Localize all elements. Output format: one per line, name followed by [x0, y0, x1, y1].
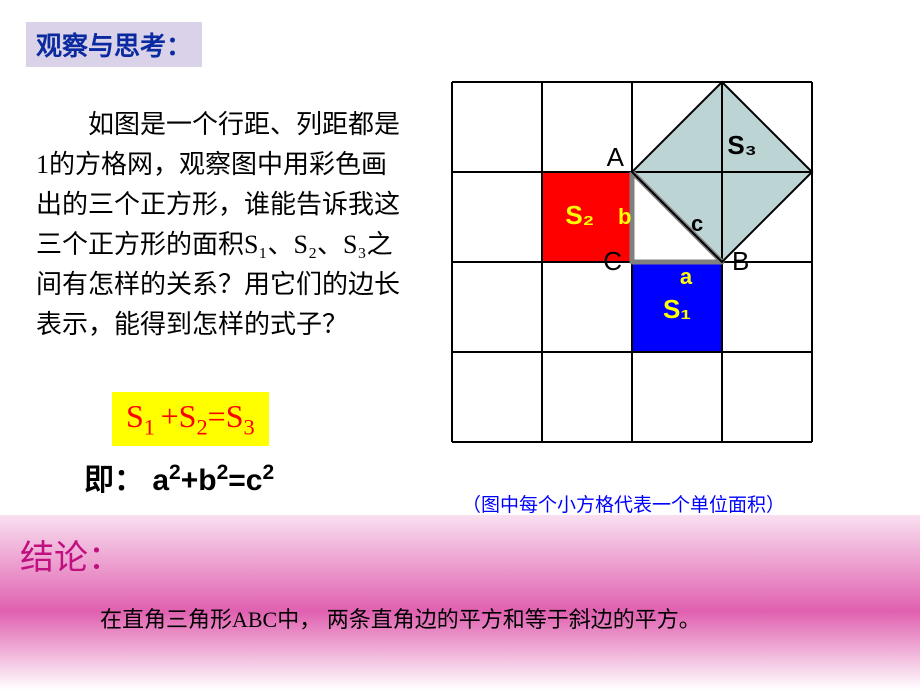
side-a: a [680, 264, 693, 289]
conclusion-text: 在直角三角形ABC中， 两条直角边的平方和等于斜边的平方。 [100, 602, 701, 634]
label-s1: S₁ [663, 294, 691, 324]
side-c: c [691, 211, 703, 236]
formula-pythagoras: 即： a2+b2=c2 [84, 455, 274, 499]
grid-caption-text: （图中每个小方格代表一个单位面积） [462, 495, 785, 516]
vertex-c: C [603, 246, 622, 276]
formula-s-sum: S1 +S2=S3 [112, 392, 269, 446]
section-title-text: 观察与思考： [36, 32, 192, 61]
body-paragraph: 如图是一个行距、列距都是1的方格网，观察图中用彩色画出的三个正方形，谁能告诉我这… [36, 105, 406, 345]
conclusion-title: 结论： [20, 530, 122, 579]
grid-caption: （图中每个小方格代表一个单位面积） [462, 490, 785, 517]
vertex-a: A [607, 142, 625, 172]
grid-svg: A B C S₁ a S₂ b S₃ c [442, 72, 912, 452]
body-paragraph-text: 如图是一个行距、列距都是1的方格网，观察图中用彩色画出的三个正方形，谁能告诉我这… [36, 110, 400, 339]
side-b: b [618, 204, 631, 229]
section-title: 观察与思考： [26, 22, 202, 67]
label-s3: S₃ [727, 130, 756, 160]
vertex-b: B [732, 246, 749, 276]
conclusion-title-text: 结论： [20, 540, 122, 577]
conclusion-text-content: 在直角三角形ABC中， 两条直角边的平方和等于斜边的平方。 [100, 607, 701, 632]
label-s2: S₂ [565, 200, 594, 230]
pythagorean-grid-diagram: A B C S₁ a S₂ b S₃ c [442, 72, 912, 452]
